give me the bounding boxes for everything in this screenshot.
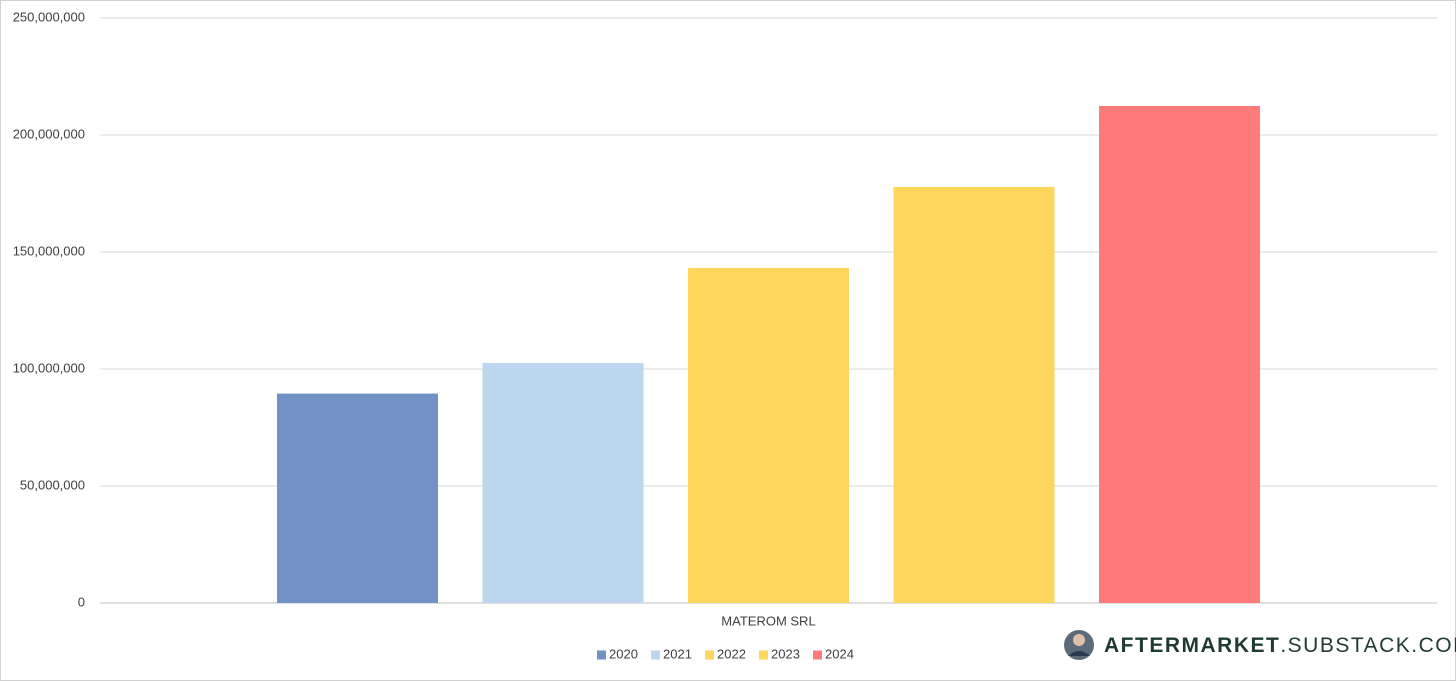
bar — [482, 362, 644, 603]
bar — [893, 186, 1055, 603]
legend-label: 2024 — [825, 646, 854, 661]
legend-swatch — [759, 650, 768, 660]
legend-swatch — [705, 650, 714, 660]
watermark: AFTERMARKET.SUBSTACK.COM — [1104, 634, 1456, 657]
legend-label: 2022 — [717, 646, 746, 661]
y-tick-label: 200,000,000 — [13, 126, 85, 141]
legend-swatch — [813, 650, 822, 660]
legend-label: 2020 — [609, 646, 638, 661]
legend-swatch — [597, 650, 606, 660]
y-tick-label: 100,000,000 — [13, 360, 85, 375]
bar — [688, 267, 849, 603]
legend-label: 2021 — [663, 646, 692, 661]
bar — [277, 393, 438, 603]
watermark-rest: .SUBSTACK.COM — [1280, 634, 1456, 657]
watermark-bold: AFTERMARKET — [1104, 634, 1280, 657]
y-tick-label: 250,000,000 — [13, 9, 85, 24]
x-tick-label: MATEROM SRL — [721, 613, 815, 628]
watermark-icon — [1064, 630, 1094, 660]
bar — [1099, 105, 1260, 603]
y-tick-label: 0 — [78, 594, 85, 609]
y-tick-label: 50,000,000 — [20, 477, 85, 492]
legend-swatch — [651, 650, 660, 660]
legend-label: 2023 — [771, 646, 800, 661]
y-tick-label: 150,000,000 — [13, 243, 85, 258]
